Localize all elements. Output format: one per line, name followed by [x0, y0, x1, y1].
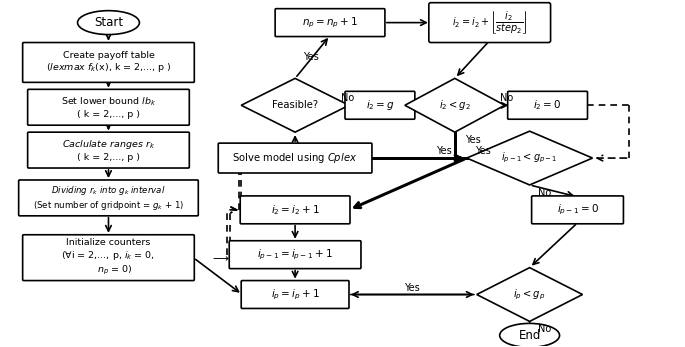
FancyBboxPatch shape — [229, 241, 361, 269]
Text: Yes: Yes — [436, 146, 452, 156]
Text: Create payoff table  
($\it{lexmax}$ $\it{f}_k$(x), k = 2,..., p ): Create payoff table ($\it{lexmax}$ $\it{… — [46, 51, 171, 74]
Text: $i_{p-1} < g_{p-1}$: $i_{p-1} < g_{p-1}$ — [501, 151, 558, 165]
FancyBboxPatch shape — [27, 132, 189, 168]
Polygon shape — [477, 268, 582, 321]
Text: Solve model using $\it{Cplex}$: Solve model using $\it{Cplex}$ — [232, 151, 358, 165]
Polygon shape — [466, 131, 593, 185]
FancyBboxPatch shape — [429, 3, 551, 43]
FancyBboxPatch shape — [275, 9, 385, 36]
Text: Set lower bound $\it{lb}_k$
( k = 2,..., p ): Set lower bound $\it{lb}_k$ ( k = 2,...,… — [61, 96, 156, 119]
Text: $i_2 = g$: $i_2 = g$ — [366, 98, 395, 112]
FancyBboxPatch shape — [27, 89, 189, 125]
Text: $\it{Caclulate\ ranges\ r_k}$
( k = 2,..., p ): $\it{Caclulate\ ranges\ r_k}$ ( k = 2,..… — [62, 138, 155, 162]
FancyBboxPatch shape — [345, 91, 415, 119]
FancyBboxPatch shape — [23, 235, 195, 281]
Text: $i_{p-1} = i_{p-1} + 1$: $i_{p-1} = i_{p-1} + 1$ — [257, 247, 333, 262]
Text: $i_2 = 0$: $i_2 = 0$ — [534, 98, 562, 112]
Text: Yes: Yes — [303, 52, 319, 62]
Ellipse shape — [77, 11, 140, 35]
Polygon shape — [241, 78, 349, 132]
Polygon shape — [405, 78, 505, 132]
FancyBboxPatch shape — [18, 180, 198, 216]
Text: Yes: Yes — [404, 282, 420, 293]
Text: $i_p = i_p + 1$: $i_p = i_p + 1$ — [271, 287, 319, 302]
Text: $i_2 < g_2$: $i_2 < g_2$ — [439, 98, 471, 112]
Text: Initialize counters
($\forall$i = 2,..., p, $i_k$ = 0,
    $n_p$ = 0): Initialize counters ($\forall$i = 2,...,… — [62, 238, 155, 277]
Text: $i_2 = i_2 + 1$: $i_2 = i_2 + 1$ — [271, 203, 319, 217]
Text: Yes: Yes — [475, 146, 490, 156]
FancyBboxPatch shape — [532, 196, 623, 224]
Text: Feasible?: Feasible? — [272, 100, 318, 110]
FancyBboxPatch shape — [23, 43, 195, 82]
Text: $n_p = n_p + 1$: $n_p = n_p + 1$ — [302, 15, 358, 30]
Text: $i_{p-1} = 0$: $i_{p-1} = 0$ — [556, 203, 599, 217]
FancyBboxPatch shape — [508, 91, 588, 119]
Text: No: No — [538, 324, 551, 335]
Text: $i_2 = i_2 + \left\lfloor\dfrac{i_2}{step_2}\right\rfloor$: $i_2 = i_2 + \left\lfloor\dfrac{i_2}{ste… — [452, 9, 527, 36]
Text: End: End — [519, 329, 540, 342]
Text: $\longrightarrow$: $\longrightarrow$ — [210, 253, 230, 263]
Text: Start: Start — [94, 16, 123, 29]
FancyBboxPatch shape — [241, 281, 349, 308]
Text: No: No — [538, 188, 551, 198]
Text: No: No — [341, 93, 354, 103]
Ellipse shape — [499, 323, 560, 347]
FancyBboxPatch shape — [240, 196, 350, 224]
Text: Yes: Yes — [464, 135, 480, 145]
Text: $i_p < g_p$: $i_p < g_p$ — [514, 287, 546, 302]
FancyBboxPatch shape — [219, 143, 372, 173]
Text: $\it{Dividing\ r_k\ into\ g_k\ interval}$
(Set number of gridpoint = $g_k$ + 1): $\it{Dividing\ r_k\ into\ g_k\ interval}… — [33, 184, 184, 212]
Text: No: No — [500, 93, 513, 103]
